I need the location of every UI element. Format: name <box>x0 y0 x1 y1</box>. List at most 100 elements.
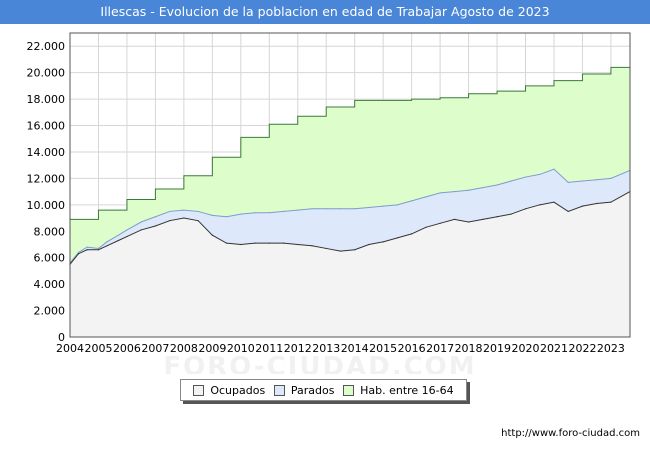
legend-item-parados: Parados <box>273 383 335 397</box>
point-ocupados <box>439 222 441 224</box>
x-tick-label: 2009 <box>198 342 226 355</box>
y-tick-label: 0 <box>58 331 65 344</box>
point-ocupados <box>183 217 185 219</box>
point-ocupados <box>425 226 427 228</box>
point-parados <box>425 196 427 198</box>
x-axis-ticks: 2004 2005 2006 2007 2008 2009 2010 2011 2012 2013… <box>56 342 625 355</box>
x-tick-label: 2016 <box>398 342 426 355</box>
legend-item-ocupados: Ocupados <box>193 384 265 397</box>
point-parados <box>596 179 598 181</box>
point-parados <box>268 212 270 214</box>
legend-swatch-ocupados <box>193 384 205 396</box>
point-ocupados <box>411 233 413 235</box>
x-tick-label: 2006 <box>113 342 141 355</box>
point-ocupados <box>510 213 512 215</box>
chart: 0 2.000 4.000 6.000 8.000 10.000 12.000 14.000 1… <box>27 32 631 374</box>
point-ocupados <box>496 216 498 218</box>
x-tick-label: 2007 <box>141 342 169 355</box>
point-ocupados <box>368 243 370 246</box>
point-parados <box>567 181 569 183</box>
legend-swatch-hab <box>343 384 355 396</box>
point-parados <box>106 241 108 243</box>
point-ocupados <box>117 239 119 242</box>
point-parados <box>254 212 256 214</box>
x-tick-label: 2022 <box>568 342 596 355</box>
x-tick-label: 2010 <box>227 342 255 355</box>
point-parados <box>225 216 228 218</box>
x-tick-label: 2020 <box>512 342 540 355</box>
x-tick-label: 2017 <box>426 342 454 355</box>
chart-title: Illescas - Evolucion de la poblacion en … <box>0 0 650 24</box>
line-parados <box>69 168 631 264</box>
x-tick-label: 2015 <box>369 342 397 355</box>
point-ocupados <box>97 249 100 251</box>
point-ocupados <box>140 229 142 231</box>
legend-swatch-parados <box>273 384 285 396</box>
point-ocupados <box>396 237 399 239</box>
point-parados <box>325 208 327 210</box>
point-parados <box>282 210 285 213</box>
point-parados <box>382 205 384 207</box>
legend-item-hab: Hab. entre 16-64 <box>343 384 454 397</box>
point-parados <box>510 180 512 182</box>
point-ocupados <box>211 234 213 236</box>
point-parados <box>467 189 470 191</box>
point-ocupados <box>240 243 242 246</box>
point-ocupados <box>106 245 108 247</box>
y-tick-label: 2.000 <box>34 305 66 318</box>
point-parados <box>126 229 128 231</box>
legend-label-hab: Hab. entre 16-64 <box>360 383 454 397</box>
point-parados <box>539 173 541 176</box>
point-ocupados <box>524 208 527 210</box>
x-tick-label: 2023 <box>597 342 625 355</box>
y-tick-label: 12.000 <box>27 172 66 185</box>
point-parados <box>610 177 612 179</box>
y-tick-label: 8.000 <box>34 225 66 238</box>
point-ocupados <box>581 205 584 207</box>
legend-label-ocupados: Ocupados <box>210 383 266 397</box>
point-ocupados <box>169 220 171 222</box>
y-tick-label: 10.000 <box>27 199 66 212</box>
x-tick-label: 2014 <box>341 342 369 355</box>
point-ocupados <box>596 202 598 205</box>
point-parados <box>411 200 413 202</box>
point-ocupados <box>610 201 612 203</box>
y-tick-label: 22.000 <box>27 40 66 53</box>
legend: Ocupados Parados Hab. entre 16-64 <box>180 379 467 401</box>
point-ocupados <box>325 247 327 250</box>
x-tick-label: 2004 <box>56 342 84 355</box>
line-ocupados <box>69 191 631 265</box>
point-parados <box>453 191 455 193</box>
point-parados <box>482 187 484 189</box>
point-parados <box>86 246 88 248</box>
y-tick-label: 14.000 <box>27 146 66 159</box>
source-url[interactable]: http://www.foro-ciudad.com <box>501 428 640 439</box>
point-parados <box>77 251 80 254</box>
point-parados <box>396 204 399 206</box>
point-parados <box>368 206 370 209</box>
point-ocupados <box>77 253 80 255</box>
point-ocupados <box>86 249 88 251</box>
point-ocupados <box>482 218 484 220</box>
point-parados <box>169 210 171 213</box>
point-ocupados <box>126 235 128 238</box>
legend-label-parados: Parados <box>290 383 335 397</box>
point-parados <box>297 209 299 211</box>
point-parados <box>496 184 498 186</box>
x-tick-label: 2012 <box>284 342 312 355</box>
point-ocupados <box>268 242 270 244</box>
point-ocupados <box>382 241 384 243</box>
line-hab <box>70 64 631 220</box>
point-parados <box>197 210 199 213</box>
point-ocupados <box>467 221 470 223</box>
point-ocupados <box>453 218 455 220</box>
y-tick-label: 16.000 <box>27 120 66 133</box>
point-ocupados <box>225 242 228 244</box>
x-tick-label: 2021 <box>540 342 568 355</box>
x-tick-label: 2011 <box>255 342 283 355</box>
point-parados <box>553 168 555 170</box>
x-tick-label: 2019 <box>483 342 511 355</box>
point-ocupados <box>197 220 199 222</box>
y-tick-label: 4.000 <box>34 278 66 291</box>
point-parados <box>97 247 100 250</box>
